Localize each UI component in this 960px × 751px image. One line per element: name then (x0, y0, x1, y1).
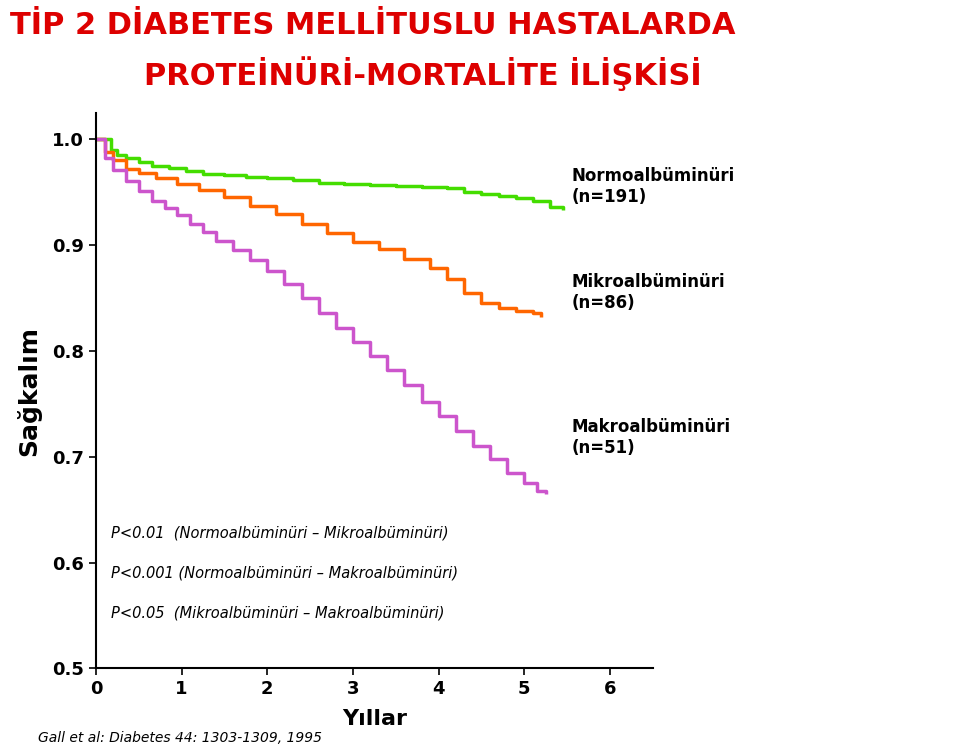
Text: Mikroalbüminüri
(n=86): Mikroalbüminüri (n=86) (571, 273, 725, 312)
Text: PROTEİNÜRİ-MORTALİTE İLİŞKİSİ: PROTEİNÜRİ-MORTALİTE İLİŞKİSİ (144, 56, 702, 91)
Text: P<0.05  (Mikroalbüminüri – Makroalbüminüri): P<0.05 (Mikroalbüminüri – Makroalbüminür… (111, 606, 444, 621)
X-axis label: Yıllar: Yıllar (342, 709, 407, 729)
Text: Gall et al: Diabetes 44: 1303-1309, 1995: Gall et al: Diabetes 44: 1303-1309, 1995 (38, 731, 323, 745)
Text: Makroalbüminüri
(n=51): Makroalbüminüri (n=51) (571, 418, 731, 457)
Y-axis label: Sağkalım: Sağkalım (16, 325, 41, 456)
Text: P<0.01  (Normoalbüminüri – Mikroalbüminüri): P<0.01 (Normoalbüminüri – Mikroalbüminür… (111, 526, 449, 541)
Text: TİP 2 DİABETES MELLİTUSLU HASTALARDA: TİP 2 DİABETES MELLİTUSLU HASTALARDA (10, 11, 735, 41)
Text: Normoalbüminüri
(n=191): Normoalbüminüri (n=191) (571, 167, 734, 206)
Text: P<0.001 (Normoalbüminüri – Makroalbüminüri): P<0.001 (Normoalbüminüri – Makroalbüminü… (111, 566, 459, 581)
